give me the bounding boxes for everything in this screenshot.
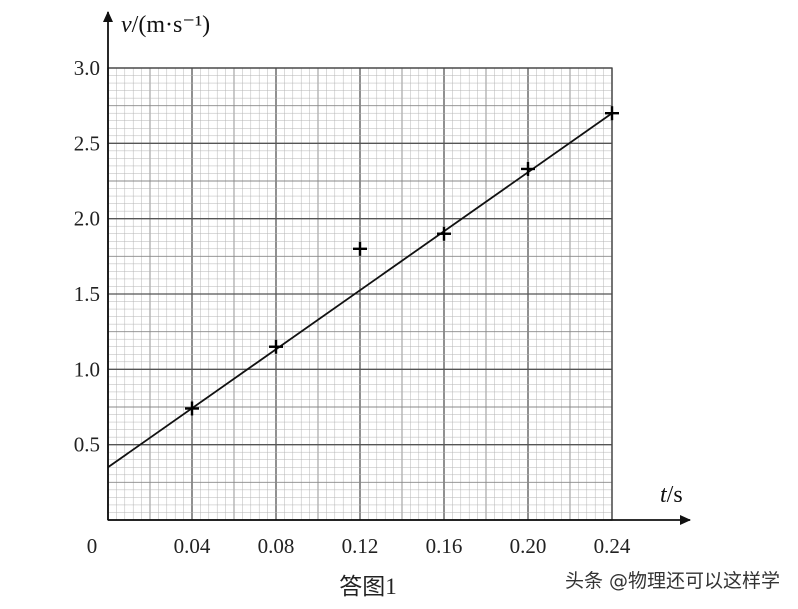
axes [103, 11, 691, 525]
x-axis-var: t [660, 482, 668, 508]
figure-caption: 答图1 [339, 574, 397, 599]
x-tick-label: 0.20 [510, 534, 547, 558]
tick-labels: 0.04 0.08 0.12 0.16 0.20 0.24 0.5 1.0 1.5 2.0 2.5 3… [74, 56, 631, 558]
data-point [353, 241, 367, 256]
x-tick-label: 0.24 [594, 534, 631, 558]
y-axis-title: v/(m·s⁻¹) [121, 12, 210, 38]
origin-label: 0 [87, 534, 98, 558]
y-tick-label: 2.5 [74, 131, 100, 155]
y-tick-label: 3.0 [74, 56, 100, 80]
data-points [185, 106, 619, 416]
grid [107, 67, 613, 521]
data-point [185, 401, 199, 416]
x-tick-label: 0.04 [174, 534, 211, 558]
y-tick-label: 0.5 [74, 433, 100, 457]
y-tick-label: 2.0 [74, 207, 100, 231]
watermark: 头条 @物理还可以这样学 [564, 570, 780, 592]
y-axis-unit: /(m·s⁻¹) [132, 12, 211, 38]
x-tick-label: 0.08 [258, 534, 295, 558]
data-point [437, 226, 451, 241]
x-tick-label: 0.12 [342, 534, 379, 558]
data-point [605, 106, 619, 121]
x-axis-unit: /s [667, 482, 683, 508]
x-tick-label: 0.16 [426, 534, 463, 558]
data-point [521, 161, 535, 176]
y-axis-var: v [121, 12, 132, 38]
y-tick-label: 1.0 [74, 357, 100, 381]
x-axis-title: t/s [660, 482, 683, 508]
y-tick-label: 1.5 [74, 282, 100, 306]
data-point [269, 339, 283, 354]
